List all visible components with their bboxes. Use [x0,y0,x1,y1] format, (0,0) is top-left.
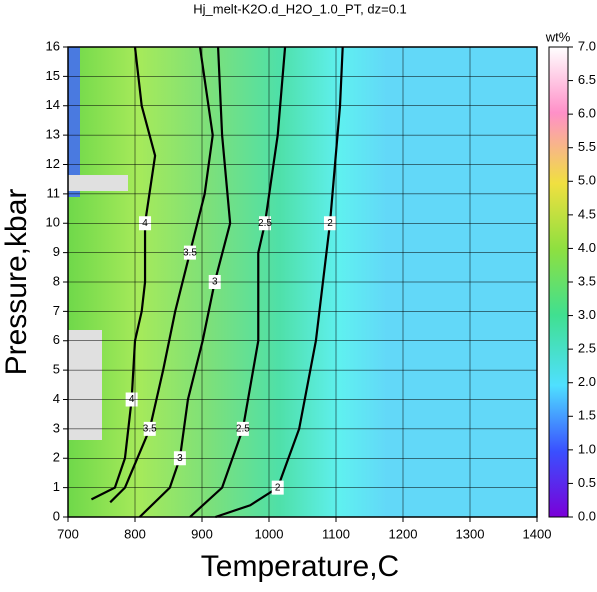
colorbar-tick-label: 5.0 [578,173,596,188]
colorbar-tick-label: 2.5 [578,341,596,356]
y-tick-label: 9 [53,244,60,259]
y-tick-label: 16 [46,38,60,53]
x-tick-label: 1300 [456,526,485,541]
colorbar-tick-label: 0.5 [578,475,596,490]
colorbar-tick-label: 1.0 [578,441,596,456]
y-tick-label: 0 [53,508,60,523]
plot-frame [67,46,538,518]
x-axis-label: Temperature,C [201,550,399,583]
y-tick-label: 3 [53,420,60,435]
field-edge [68,47,80,197]
colorbar-tick-label: 4.5 [578,206,596,221]
y-axis-label: Pressure,kbar [0,189,33,376]
y-tick-label: 7 [53,303,60,318]
contour-line [189,46,287,518]
colorbar-tick-label: 2.0 [578,374,596,389]
y-tick-label: 12 [46,156,60,171]
colorbar-tick-label: 3.5 [578,273,596,288]
contour-line [215,46,344,519]
x-tick-label: 700 [57,526,79,541]
y-tick-label: 6 [53,332,60,347]
y-tick-label: 11 [47,185,61,200]
y-tick-label: 2 [53,450,60,465]
colorbar-tick-label: 1.5 [578,408,596,423]
y-tick-label: 4 [53,391,60,406]
colorbar-tick-label: 6.5 [578,72,596,87]
x-tick-label: 1200 [389,526,418,541]
x-tick-label: 800 [124,526,146,541]
colorbar [548,46,569,518]
y-tick-label: 14 [46,97,60,112]
x-tick-label: 900 [191,526,213,541]
colorbar-tick-label: 7.0 [578,38,596,53]
colorbar-tick-label: 4.0 [578,240,596,255]
chart-title: Hj_melt-K2O.d_H2O_1.0_PT, dz=0.1 [193,1,407,16]
x-tick-label: 1000 [255,526,284,541]
x-tick-label: 1100 [322,526,350,541]
no-data [68,330,102,440]
y-tick-label: 1 [53,479,60,494]
y-tick-label: 8 [53,273,60,288]
colorbar-tick-label: 5.5 [578,139,596,154]
x-tick-label: 1400 [523,526,552,541]
y-tick-label: 13 [46,127,60,142]
y-tick-label: 15 [46,68,60,83]
y-tick-label: 5 [53,362,60,377]
colorbar-tick-label: 3.0 [578,307,596,322]
colorbar-label: wt% [545,29,571,44]
colorbar-tick-label: 0.0 [578,508,596,523]
colorbar-tick-label: 6.0 [578,106,596,121]
y-tick-label: 10 [46,215,60,230]
no-data [68,175,128,191]
